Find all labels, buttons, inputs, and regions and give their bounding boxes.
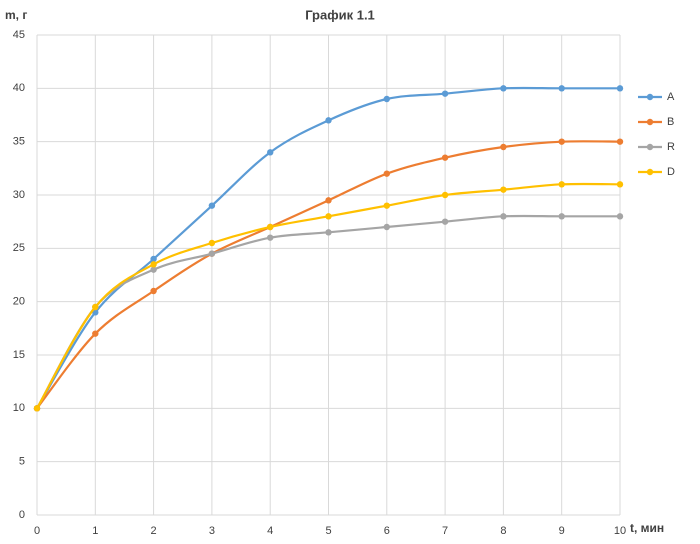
point — [558, 181, 565, 188]
y-tick-label: 20 — [13, 296, 25, 308]
point — [616, 85, 624, 92]
point — [325, 117, 332, 124]
y-tick-label: 30 — [13, 189, 25, 201]
x-axis-label: t, мин — [630, 521, 664, 535]
legend-label: R — [667, 141, 675, 153]
y-tick-label: 45 — [13, 29, 25, 41]
point — [441, 218, 449, 225]
point — [558, 85, 565, 92]
legend-marker — [646, 118, 654, 126]
point — [441, 154, 449, 161]
y-tick-label: 0 — [19, 509, 25, 521]
x-tick-label: 8 — [500, 525, 506, 537]
point — [208, 202, 216, 209]
point — [500, 213, 507, 220]
x-tick-label: 9 — [559, 525, 565, 537]
point — [150, 255, 157, 263]
point — [325, 229, 332, 236]
x-tick-label: 3 — [209, 525, 215, 537]
point — [616, 181, 624, 188]
y-tick-label: 15 — [13, 349, 25, 361]
point — [150, 261, 157, 268]
series-line — [36, 182, 621, 409]
point — [500, 85, 507, 92]
x-tick-label: 6 — [384, 525, 390, 537]
x-tick-label: 2 — [151, 525, 157, 537]
point — [558, 138, 565, 145]
x-tick-label: 10 — [614, 525, 626, 537]
series-line — [36, 140, 621, 410]
y-tick-label: 10 — [13, 402, 25, 414]
x-tick-label: 1 — [92, 525, 98, 537]
legend-label: A — [667, 91, 675, 103]
point — [383, 223, 390, 231]
point — [441, 191, 449, 199]
y-tick-label: 35 — [13, 136, 25, 148]
point — [558, 213, 565, 220]
point — [383, 95, 390, 103]
point — [92, 303, 99, 311]
point — [441, 90, 449, 97]
point — [383, 202, 390, 209]
point — [150, 266, 157, 273]
series-line — [36, 214, 620, 409]
y-tick-label: 5 — [19, 456, 25, 468]
legend-label: B — [667, 116, 674, 128]
point — [267, 234, 274, 241]
point — [33, 405, 41, 412]
y-axis-label: m, г — [5, 8, 27, 22]
point — [267, 149, 274, 156]
point — [500, 186, 507, 193]
x-tick-label: 5 — [325, 525, 331, 537]
y-tick-label: 40 — [13, 82, 25, 94]
x-tick-label: 0 — [34, 525, 40, 537]
y-tick-label: 25 — [13, 242, 25, 254]
x-tick-label: 4 — [267, 525, 273, 537]
legend-marker — [646, 93, 654, 101]
x-tick-label: 7 — [442, 525, 448, 537]
point — [150, 287, 157, 295]
point — [208, 250, 216, 257]
legend-label: D — [667, 166, 675, 178]
point — [325, 213, 332, 220]
chart-title: График 1.1 — [305, 7, 375, 22]
point — [208, 239, 216, 247]
point — [267, 223, 274, 231]
point — [383, 170, 390, 177]
legend-marker — [646, 168, 654, 176]
point — [92, 330, 99, 337]
point — [616, 138, 624, 145]
point — [500, 143, 507, 151]
point — [616, 213, 624, 220]
legend-marker — [646, 143, 654, 151]
point — [325, 197, 332, 204]
